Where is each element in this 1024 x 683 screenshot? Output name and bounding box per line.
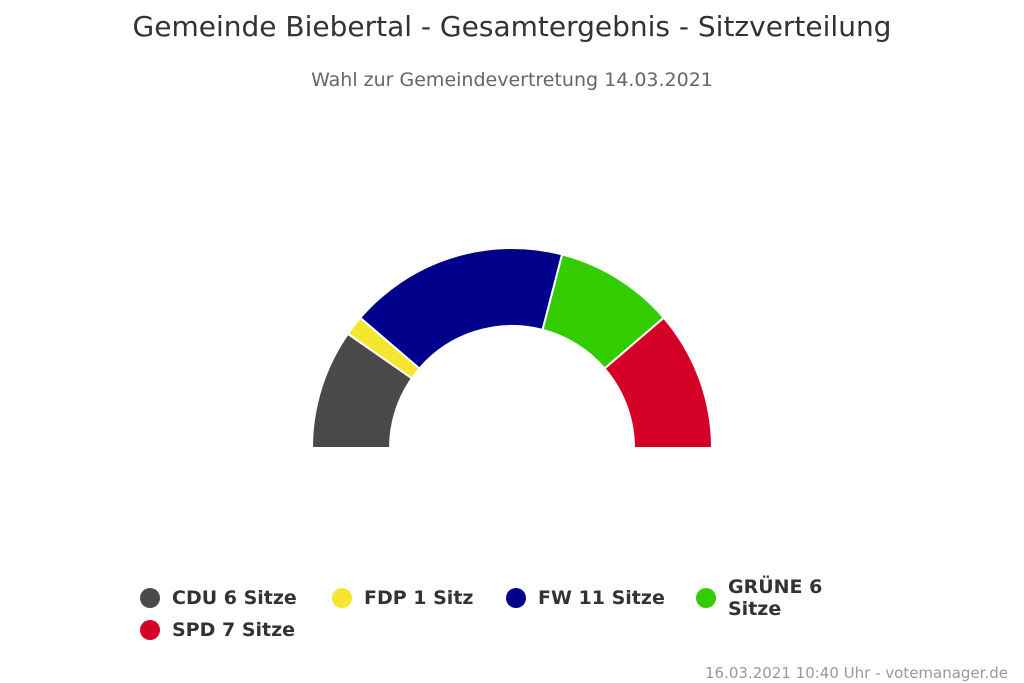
legend-marker-gruene <box>696 588 716 608</box>
legend-item-cdu[interactable]: CDU 6 Sitze <box>140 586 310 610</box>
legend-label-gruene: GRÜNE 6 Sitze <box>728 576 823 620</box>
legend-item-gruene[interactable]: GRÜNE 6 Sitze <box>696 576 866 620</box>
legend-item-spd[interactable]: SPD 7 Sitze <box>140 618 310 642</box>
legend-marker-cdu <box>140 588 160 608</box>
legend-item-fw[interactable]: FW 11 Sitze <box>506 586 674 610</box>
chart-title: Gemeinde Biebertal - Gesamtergebnis - Si… <box>132 10 892 43</box>
legend-label-cdu: CDU 6 Sitze <box>172 587 297 609</box>
slice-spd[interactable] <box>603 316 713 449</box>
legend-label-fdp: FDP 1 Sitz <box>364 587 474 609</box>
credits-text: 16.03.2021 10:40 Uhr - votemanager.de <box>705 664 1008 682</box>
legend-item-fdp[interactable]: FDP 1 Sitz <box>332 586 484 610</box>
legend-marker-spd <box>140 620 160 640</box>
legend-marker-fw <box>506 588 526 608</box>
legend-label-fw: FW 11 Sitze <box>538 587 665 609</box>
chart-legend: CDU 6 Sitze FDP 1 Sitz FW 11 Sitze GRÜNE… <box>140 576 920 642</box>
chart-subtitle: Wahl zur Gemeindevertretung 14.03.2021 <box>311 69 713 91</box>
legend-marker-fdp <box>332 588 352 608</box>
legend-label-spd: SPD 7 Sitze <box>172 619 296 641</box>
